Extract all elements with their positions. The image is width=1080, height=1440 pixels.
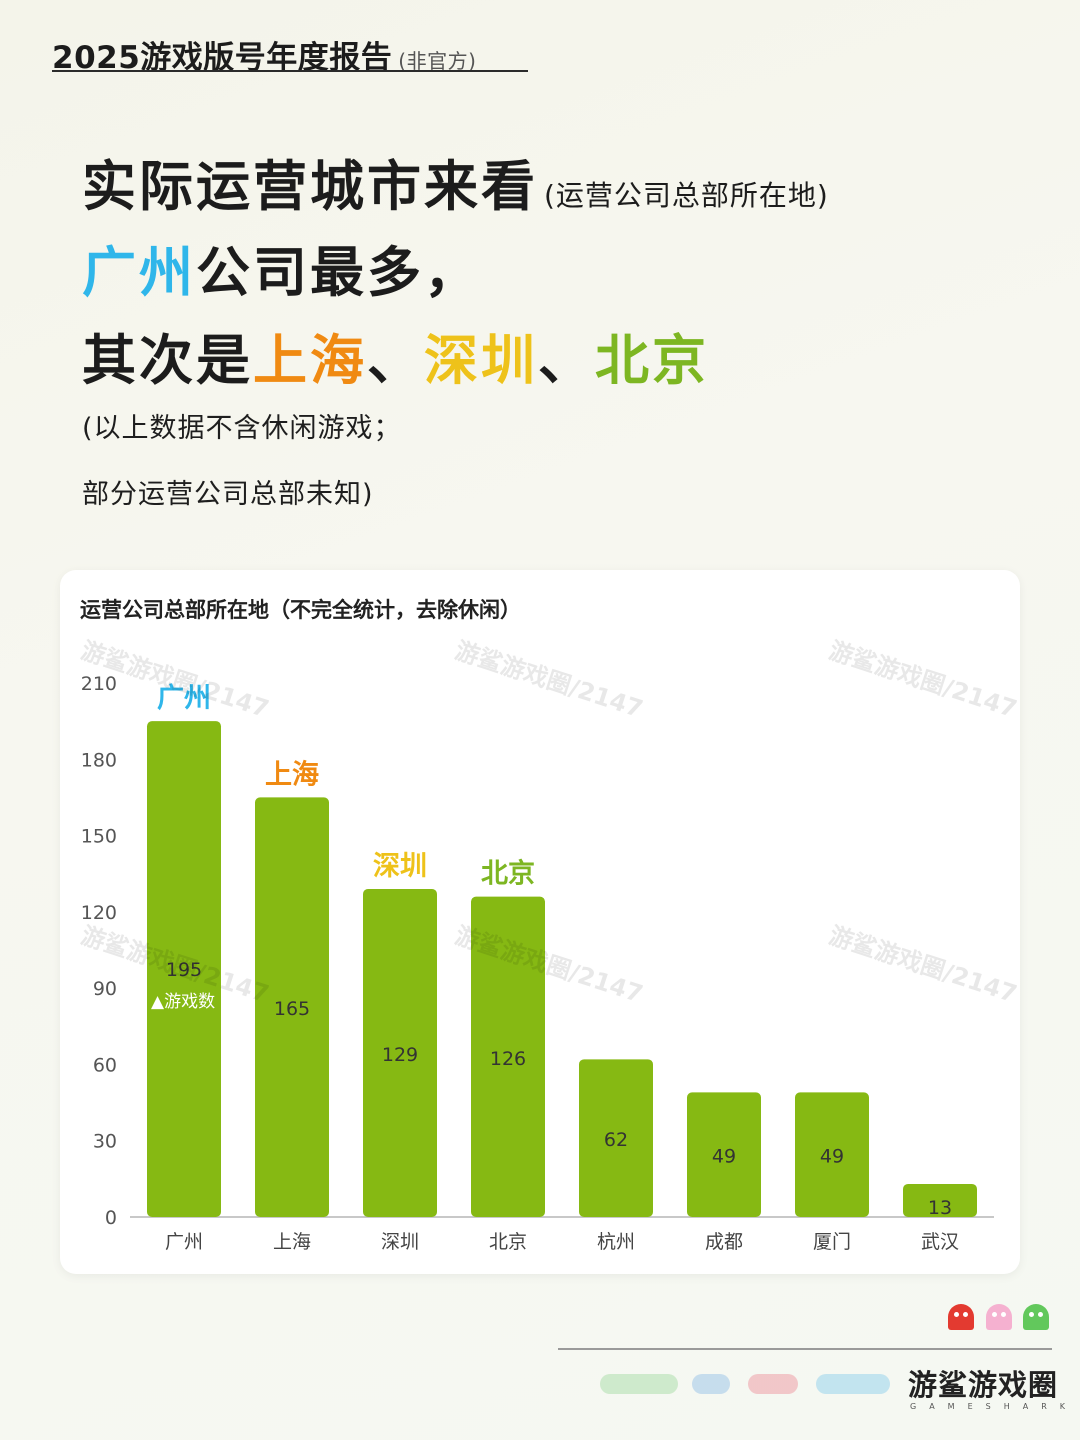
legend-series-label: ▲游戏数 <box>151 992 215 1012</box>
footer-divider <box>558 1348 1052 1350</box>
headline-separator: 、 <box>538 329 595 392</box>
y-tick-label: 30 <box>93 1131 117 1153</box>
ghost-green-icon <box>1023 1304 1049 1330</box>
chart-title: 运营公司总部所在地（不完全统计，去除休闲） <box>80 598 521 622</box>
x-tick-label: 厦门 <box>813 1231 851 1253</box>
bar-city-label: 上海 <box>265 759 319 790</box>
headline-city-shenzhen: 深圳 <box>424 329 538 392</box>
x-tick-label: 深圳 <box>381 1231 419 1253</box>
bar-7 <box>903 1183 977 1217</box>
y-tick-label: 150 <box>81 826 117 848</box>
bar-city-label: 北京 <box>481 858 535 890</box>
x-tick-label: 杭州 <box>597 1231 635 1253</box>
brand-logo-en: GAMESHARK <box>910 1402 1078 1411</box>
bar-0 <box>147 721 221 1217</box>
note-line-2: 部分运营公司总部未知) <box>82 479 374 510</box>
headline-line-1: 实际运营城市来看 (运营公司总部所在地) <box>82 142 829 221</box>
y-tick-label: 60 <box>93 1054 117 1076</box>
bar-value-label: 62 <box>604 1129 628 1151</box>
bar-value-label: 49 <box>712 1146 736 1168</box>
bar-city-label: 深圳 <box>373 851 427 882</box>
brand-logo: 游鲨游戏圈 <box>908 1368 1059 1402</box>
bar-6 <box>795 1092 869 1217</box>
bar-value-label: 165 <box>274 998 310 1020</box>
x-tick-label: 北京 <box>489 1231 527 1253</box>
headline-line-1-text: 实际运营城市来看 <box>82 155 538 218</box>
bar-4 <box>579 1059 653 1217</box>
bar-1 <box>255 797 329 1217</box>
headline-line-3-lead: 其次是 <box>82 329 253 392</box>
headline-city-shanghai: 上海 <box>253 329 367 392</box>
report-subtitle: (非官方) <box>398 49 477 73</box>
bar-value-label: 126 <box>490 1048 526 1070</box>
headline-line-2-rest: 公司最多， <box>196 241 481 304</box>
bar-value-label: 13 <box>928 1197 952 1219</box>
note-line-1: (以上数据不含休闲游戏； <box>82 413 402 444</box>
x-tick-label: 武汉 <box>921 1231 959 1253</box>
headline-line-2: 广州公司最多， <box>82 228 481 307</box>
ghost-pink-icon <box>986 1304 1012 1330</box>
headline-city-guangzhou: 广州 <box>82 241 196 304</box>
y-tick-label: 210 <box>81 673 117 695</box>
title-underline <box>52 70 528 72</box>
headline-aside: (运营公司总部所在地) <box>544 179 829 212</box>
headline-line-3: 其次是上海、深圳、北京 <box>82 316 709 395</box>
ghost-red-icon <box>948 1304 974 1330</box>
x-tick-label: 广州 <box>165 1231 203 1253</box>
partner-logo-icon <box>748 1374 798 1394</box>
partner-logo-icon <box>600 1374 678 1394</box>
headline-separator: 、 <box>367 329 424 392</box>
bar-city-label: 广州 <box>157 683 211 714</box>
bar-5 <box>687 1092 761 1217</box>
bar-value-label: 129 <box>382 1044 418 1066</box>
y-tick-label: 0 <box>105 1207 117 1229</box>
y-tick-label: 90 <box>93 978 117 1000</box>
bar-value-label: 195 <box>166 959 202 981</box>
bar-value-label: 49 <box>820 1146 844 1168</box>
y-tick-label: 180 <box>81 749 117 771</box>
bar-3 <box>471 896 545 1217</box>
partner-logo-icon <box>692 1374 730 1394</box>
x-tick-label: 上海 <box>273 1231 311 1253</box>
partner-logo-icon <box>816 1374 890 1394</box>
x-tick-label: 成都 <box>705 1231 743 1253</box>
headline-city-beijing: 北京 <box>595 329 709 392</box>
bar-2 <box>363 888 437 1217</box>
y-tick-label: 120 <box>81 902 117 924</box>
